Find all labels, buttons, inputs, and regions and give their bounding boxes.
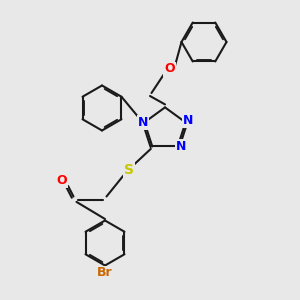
Text: N: N: [176, 140, 187, 153]
Text: Br: Br: [97, 266, 113, 280]
Text: S: S: [124, 163, 134, 176]
Text: O: O: [164, 62, 175, 76]
Text: N: N: [183, 114, 194, 127]
Text: N: N: [138, 116, 148, 129]
Text: O: O: [56, 173, 67, 187]
